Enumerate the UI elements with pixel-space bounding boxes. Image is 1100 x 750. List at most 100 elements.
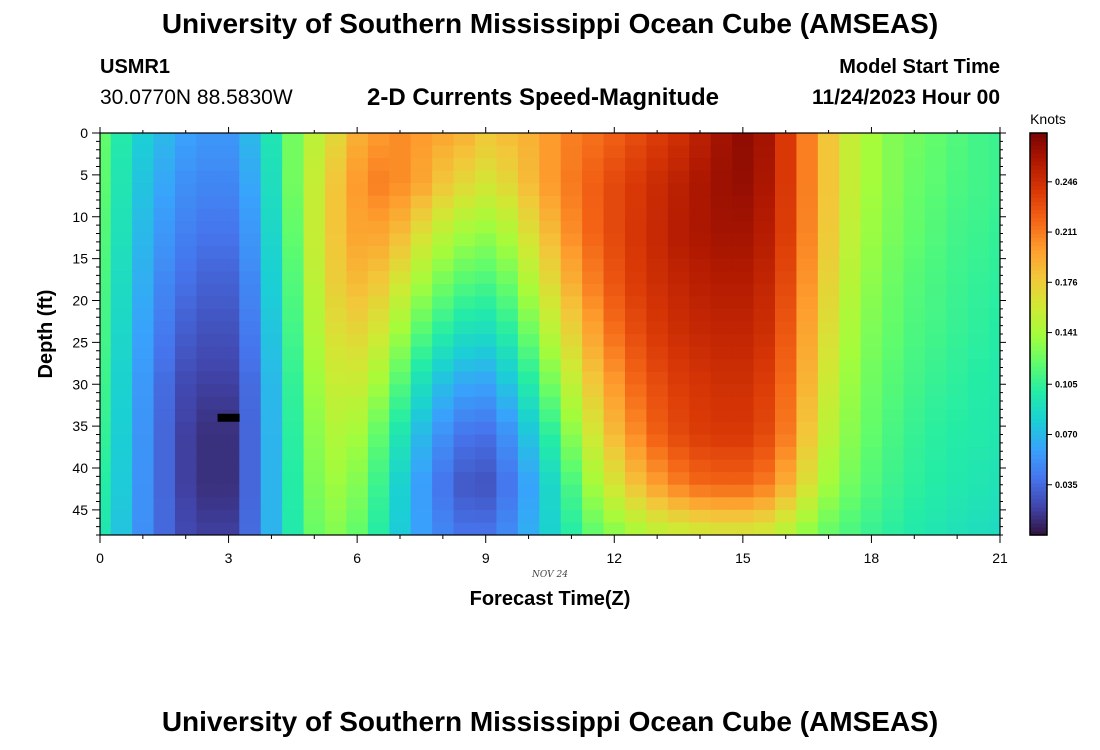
heatmap-cell	[753, 472, 776, 486]
heatmap-cell	[110, 359, 133, 373]
heatmap-cell	[110, 258, 133, 272]
heatmap-cell	[110, 497, 133, 511]
heatmap-cell	[732, 170, 755, 184]
heatmap-cell	[432, 484, 455, 498]
heatmap-cell	[882, 421, 905, 436]
heatmap-cell	[796, 484, 819, 498]
heatmap-cell	[860, 183, 883, 197]
station-id: USMR1	[100, 56, 171, 78]
heatmap-cell	[925, 158, 948, 172]
heatmap-cell	[175, 472, 198, 486]
heatmap-cell	[689, 195, 712, 209]
colorbar-strip	[1030, 446, 1047, 452]
heatmap-cell	[817, 183, 840, 197]
heatmap-cell	[775, 472, 798, 486]
heatmap-cell	[946, 246, 969, 260]
heatmap-cell	[432, 396, 455, 410]
heatmap-cell	[903, 434, 926, 448]
heatmap-cell	[796, 459, 819, 473]
heatmap-cell	[903, 308, 926, 323]
heatmap-cell	[539, 484, 562, 498]
heatmap-cell	[796, 472, 819, 486]
heatmap-cell	[282, 233, 305, 247]
heatmap-cell	[410, 208, 433, 222]
heatmap-cell	[839, 359, 862, 373]
heatmap-cell	[539, 246, 562, 260]
colorbar-strip	[1030, 297, 1047, 303]
heatmap-cell	[282, 497, 305, 511]
heatmap-cell	[389, 233, 412, 247]
heatmap-cell	[325, 522, 348, 535]
heatmap-cell	[325, 434, 348, 448]
heatmap-cell	[539, 346, 562, 360]
heatmap-cell	[560, 283, 583, 297]
heatmap-cell	[110, 409, 133, 423]
colorbar-tick-label: 0.211	[1055, 227, 1077, 237]
heatmap-cell	[753, 271, 776, 285]
heatmap-cell	[753, 447, 776, 461]
heatmap-cell	[110, 208, 133, 222]
heatmap-cell	[582, 170, 605, 184]
heatmap-cell	[453, 195, 476, 209]
heatmap-cell	[946, 459, 969, 473]
heatmap-cell	[367, 434, 390, 448]
heatmap-cell	[367, 246, 390, 260]
heatmap-cell	[260, 346, 283, 360]
heatmap-cell	[860, 308, 883, 323]
heatmap-cell	[175, 258, 198, 272]
heatmap-cell	[389, 359, 412, 373]
heatmap-cell	[946, 409, 969, 423]
heatmap-cell	[303, 195, 326, 209]
heatmap-cell	[217, 484, 240, 498]
heatmap-cell	[303, 497, 326, 511]
heatmap-cell	[367, 421, 390, 436]
heatmap-cell	[989, 233, 1000, 247]
colorbar-strip	[1030, 494, 1047, 500]
heatmap-cell	[582, 396, 605, 410]
heatmap-cell	[282, 434, 305, 448]
heatmap-cell	[925, 233, 948, 247]
heatmap-cell	[260, 308, 283, 323]
heatmap-cell	[475, 233, 498, 247]
heatmap-cell	[239, 246, 262, 260]
heatmap-cell	[817, 384, 840, 398]
heatmap-cell	[860, 258, 883, 272]
heatmap-cell	[175, 246, 198, 260]
heatmap-cell	[517, 170, 540, 184]
heatmap-cell	[882, 334, 905, 348]
heatmap-cell	[817, 346, 840, 360]
heatmap-cell	[753, 283, 776, 297]
heatmap-cell	[925, 484, 948, 498]
heatmap-cell	[710, 384, 733, 398]
heatmap-cell	[367, 133, 390, 147]
heatmap-cell	[603, 346, 626, 360]
heatmap-cell	[582, 459, 605, 473]
heatmap-cell	[346, 145, 369, 159]
heatmap-cell	[539, 409, 562, 423]
heatmap-cell	[239, 195, 262, 209]
heatmap-cell	[710, 371, 733, 385]
heatmap-cell	[410, 158, 433, 172]
heatmap-cell	[817, 484, 840, 498]
x-tick-label: 0	[96, 550, 104, 566]
heatmap-cell	[110, 283, 133, 297]
heatmap-cell	[732, 195, 755, 209]
heatmap-cell	[817, 459, 840, 473]
heatmap-cell	[196, 195, 219, 209]
heatmap-cell	[153, 509, 176, 524]
heatmap-cell	[903, 283, 926, 297]
heatmap-cell	[925, 472, 948, 486]
colorbar-strip	[1030, 490, 1047, 496]
heatmap-cell	[603, 421, 626, 436]
colorbar-strip	[1030, 374, 1047, 379]
heatmap-cell	[346, 308, 369, 323]
heatmap-cell	[946, 384, 969, 398]
heatmap-cell	[582, 484, 605, 498]
heatmap-cell	[475, 283, 498, 297]
heatmap-cell	[903, 334, 926, 348]
heatmap-cell	[196, 459, 219, 473]
heatmap-cell	[496, 434, 519, 448]
heatmap-cell	[100, 258, 112, 272]
heatmap-cell	[196, 208, 219, 222]
heatmap-cell	[775, 220, 798, 235]
